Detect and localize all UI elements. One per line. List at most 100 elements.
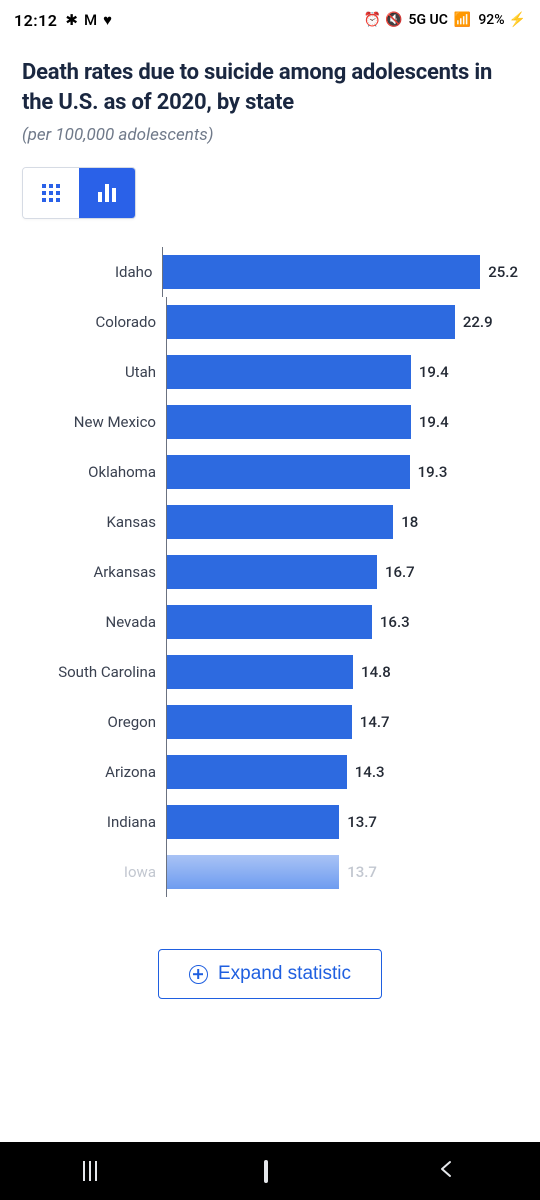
y-axis-label: Arizona — [22, 763, 166, 781]
home-icon — [264, 1160, 268, 1183]
status-bar: 12:12 ✱ M ♥ ⏰ 🔇 5G UC 📶 92% ⚡ — [0, 0, 540, 40]
y-axis-label: Idaho — [22, 263, 162, 281]
value-label: 13.7 — [347, 813, 377, 831]
charging-icon: ⚡ — [509, 12, 526, 28]
signal-icon: 📶 — [454, 12, 471, 28]
y-axis-label: Kansas — [22, 513, 166, 531]
bar-zone: 16.7 — [166, 547, 518, 597]
bar — [167, 555, 377, 589]
bar-zone: 16.3 — [166, 597, 518, 647]
status-right: ⏰ 🔇 5G UC 📶 92% ⚡ — [364, 12, 526, 28]
bar-zone: 14.8 — [166, 647, 518, 697]
chart-row: New Mexico 19.4 — [22, 397, 518, 447]
value-label: 19.4 — [419, 413, 449, 431]
y-axis-label: Indiana — [22, 813, 166, 831]
bar — [167, 505, 393, 539]
bar — [167, 655, 353, 689]
bar — [167, 855, 339, 889]
y-axis-label: New Mexico — [22, 413, 166, 431]
slack-icon: ✱ — [65, 11, 78, 29]
value-label: 14.7 — [360, 713, 390, 731]
chart-row: Colorado 22.9 — [22, 297, 518, 347]
chart-row: Idaho 25.2 — [22, 247, 518, 297]
chart-rows: Idaho 25.2 Colorado 22.9 Utah 19.4 New Mexico 1… — [22, 247, 518, 897]
view-toggle — [22, 167, 136, 219]
bar-zone: 13.7 — [166, 797, 518, 847]
home-button[interactable] — [264, 1162, 268, 1181]
value-label: 16.7 — [385, 563, 415, 581]
bar — [167, 605, 372, 639]
value-label: 14.3 — [355, 763, 385, 781]
chart-row: Nevada 16.3 — [22, 597, 518, 647]
expand-statistic-button[interactable]: Expand statistic — [158, 949, 382, 999]
value-label: 19.3 — [418, 463, 448, 481]
value-label: 18 — [401, 513, 418, 531]
y-axis-label: Iowa — [22, 863, 166, 881]
value-label: 19.4 — [419, 363, 449, 381]
back-button[interactable] — [435, 1158, 457, 1184]
chart-row: Oklahoma 19.3 — [22, 447, 518, 497]
bar-zone: 19.4 — [166, 347, 518, 397]
recent-icon — [83, 1161, 97, 1181]
y-axis-label: Oregon — [22, 713, 166, 731]
y-axis-label: Nevada — [22, 613, 166, 631]
expand-wrap: Expand statistic — [22, 949, 518, 999]
bar-zone: 19.3 — [166, 447, 518, 497]
bar — [167, 455, 410, 489]
y-axis-label: Utah — [22, 363, 166, 381]
chart-view-button[interactable] — [79, 168, 135, 218]
expand-label: Expand statistic — [218, 963, 351, 985]
mute-icon: 🔇 — [385, 12, 402, 28]
value-label: 13.7 — [347, 863, 377, 881]
bar-chart-icon — [98, 184, 116, 202]
bar — [167, 355, 411, 389]
chart-row: Indiana 13.7 — [22, 797, 518, 847]
y-axis-label: Oklahoma — [22, 463, 166, 481]
battery-percent: 92% — [478, 12, 504, 28]
grid-icon — [42, 184, 60, 202]
alarm-icon: ⏰ — [364, 12, 381, 28]
bar-zone: 13.7 — [166, 847, 518, 897]
bar — [167, 805, 339, 839]
chart: Idaho 25.2 Colorado 22.9 Utah 19.4 New Mexico 1… — [22, 247, 518, 897]
bar — [167, 305, 455, 339]
value-label: 22.9 — [463, 313, 493, 331]
chart-row: South Carolina 14.8 — [22, 647, 518, 697]
bar-zone: 22.9 — [166, 297, 518, 347]
status-left: 12:12 ✱ M ♥ — [14, 11, 112, 30]
plus-circle-icon — [189, 965, 208, 984]
bar — [167, 755, 347, 789]
table-view-button[interactable] — [23, 168, 79, 218]
y-axis-label: South Carolina — [22, 663, 166, 681]
chart-row: Utah 19.4 — [22, 347, 518, 397]
value-label: 25.2 — [488, 263, 518, 281]
page-title: Death rates due to suicide among adolesc… — [22, 58, 518, 117]
chart-row: Arizona 14.3 — [22, 747, 518, 797]
value-label: 16.3 — [380, 613, 410, 631]
bar-zone: 18 — [166, 497, 518, 547]
mail-icon: M — [84, 11, 97, 29]
android-nav-bar — [0, 1142, 540, 1200]
chart-row: Iowa 13.7 — [22, 847, 518, 897]
bar-zone: 19.4 — [166, 397, 518, 447]
clock: 12:12 — [14, 11, 57, 30]
bar — [167, 705, 352, 739]
bar — [167, 405, 411, 439]
page-content: Death rates due to suicide among adolesc… — [0, 40, 540, 999]
chart-row: Arkansas 16.7 — [22, 547, 518, 597]
y-axis-label: Colorado — [22, 313, 166, 331]
recent-apps-button[interactable] — [83, 1161, 97, 1181]
chart-row: Oregon 14.7 — [22, 697, 518, 747]
page-subtitle: (per 100,000 adolescents) — [22, 125, 518, 145]
heart-icon: ♥ — [103, 11, 112, 29]
y-axis-label: Arkansas — [22, 563, 166, 581]
network-label: 5G UC — [409, 12, 448, 28]
chart-row: Kansas 18 — [22, 497, 518, 547]
bar-zone: 14.7 — [166, 697, 518, 747]
back-icon — [435, 1158, 457, 1180]
status-app-icons: ✱ M ♥ — [65, 11, 112, 29]
bar-zone: 14.3 — [166, 747, 518, 797]
bar — [163, 255, 480, 289]
bar-zone: 25.2 — [162, 247, 518, 297]
value-label: 14.8 — [361, 663, 391, 681]
